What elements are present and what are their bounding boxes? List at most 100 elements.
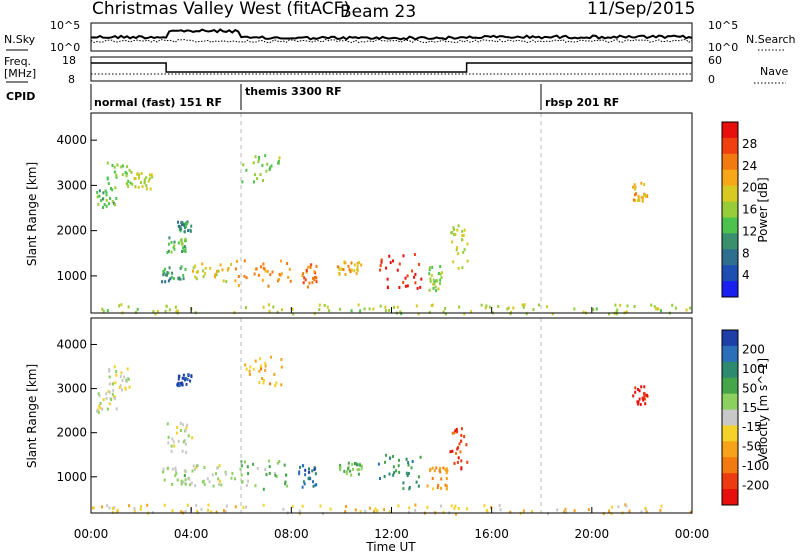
scatter-cell	[392, 455, 394, 458]
scatter-cell	[115, 175, 118, 179]
scatter-cell	[119, 375, 122, 378]
scatter-cell	[377, 462, 380, 466]
scatter-cell	[386, 286, 389, 290]
scatter-cell	[125, 182, 128, 186]
x-tick-label: 12:00	[374, 527, 409, 541]
scatter-cell	[186, 222, 188, 226]
scatter-cell	[315, 276, 318, 280]
scatter-cell	[404, 276, 407, 280]
scatter-cell	[312, 484, 315, 488]
scatter-cell	[486, 510, 489, 514]
scatter-cell	[457, 224, 460, 228]
scatter-cell	[200, 507, 203, 511]
scatter-cell	[339, 468, 341, 472]
scatter-cell	[120, 303, 123, 307]
cpid-segment-2: rbsp 201 RF	[545, 96, 619, 109]
scatter-cell	[364, 509, 367, 513]
scatter-cell	[431, 477, 434, 480]
scatter-cell	[344, 261, 347, 265]
scatter-cell	[182, 423, 185, 427]
scatter-cell	[166, 271, 169, 275]
scatter-cell	[131, 182, 134, 186]
scatter-cell	[608, 509, 611, 513]
scatter-cell	[115, 173, 118, 177]
colorbar-tick-label: 50	[742, 381, 757, 395]
scatter-cell	[167, 441, 170, 445]
nave-tick-bottom: 0	[708, 73, 715, 86]
scatter-cell	[185, 224, 187, 228]
scatter-cell	[426, 505, 429, 509]
scatter-cell	[415, 480, 418, 484]
scatter-cell	[611, 505, 614, 509]
scatter-cell	[108, 367, 111, 371]
scatter-cell	[306, 285, 309, 289]
scatter-cell	[128, 168, 131, 172]
scatter-cell	[242, 505, 245, 509]
scatter-cell	[217, 477, 220, 481]
scatter-cell	[360, 467, 363, 471]
scatter-cell	[282, 507, 285, 511]
scatter-cell	[271, 270, 274, 274]
scatter-cell	[121, 164, 124, 168]
scatter-cell	[347, 467, 350, 471]
scatter-cell	[639, 403, 642, 406]
scatter-cell	[210, 510, 213, 514]
scatter-cell	[276, 310, 279, 314]
colorbar-tick-label: 12	[742, 224, 757, 238]
scatter-cell	[225, 472, 227, 476]
scatter-cell	[309, 265, 312, 269]
scatter-cell	[388, 510, 391, 514]
colorbar-tick-label: 28	[742, 137, 757, 151]
scatter-cell	[463, 435, 466, 439]
scatter-cell	[430, 273, 433, 277]
scatter-cell	[442, 310, 445, 314]
scatter-cell	[291, 307, 294, 311]
scatter-cell	[134, 185, 137, 189]
scatter-cell	[463, 248, 466, 252]
scatter-cell	[307, 265, 310, 269]
scatter-cell	[193, 468, 196, 471]
scatter-cell	[485, 304, 488, 308]
scatter-cell	[186, 423, 189, 427]
scatter-cell	[201, 262, 204, 266]
scatter-cell	[149, 187, 152, 191]
scatter-cell	[632, 394, 635, 398]
scatter-cell	[262, 262, 265, 266]
scatter-cell	[359, 510, 362, 514]
scatter-cell	[147, 179, 150, 183]
scatter-cell	[104, 189, 107, 193]
colorbar-swatch	[722, 217, 738, 234]
scatter-cell	[358, 261, 361, 265]
scatter-cell	[460, 427, 463, 431]
scatter-cell	[184, 429, 187, 433]
scatter-cell	[461, 234, 464, 238]
scatter-cell	[460, 467, 463, 471]
scatter-cell	[411, 460, 414, 463]
scatter-cell	[280, 272, 283, 276]
scatter-cell	[183, 230, 186, 234]
scatter-cell	[164, 273, 167, 277]
scatter-cell	[405, 457, 408, 461]
scatter-cell	[388, 254, 391, 258]
scatter-cell	[265, 169, 268, 173]
scatter-cell	[138, 173, 141, 177]
scatter-cell	[419, 455, 422, 459]
scatter-cell	[407, 510, 410, 514]
scatter-cell	[173, 244, 176, 248]
scatter-cell	[453, 507, 456, 511]
scatter-cell	[291, 504, 294, 508]
scatter-cell	[180, 479, 183, 483]
scatter-cell	[265, 473, 268, 477]
scatter-cell	[380, 260, 383, 264]
scatter-cell	[480, 303, 483, 307]
scatter-cell	[114, 186, 117, 190]
scatter-cell	[284, 482, 287, 486]
scatter-cell	[273, 471, 276, 475]
scatter-cell	[454, 504, 457, 508]
scatter-cell	[286, 262, 289, 265]
scatter-cell	[126, 165, 129, 169]
scatter-cell	[379, 304, 382, 308]
scatter-cell	[632, 198, 635, 202]
scatter-cell	[345, 505, 348, 508]
scatter-cell	[174, 305, 177, 309]
